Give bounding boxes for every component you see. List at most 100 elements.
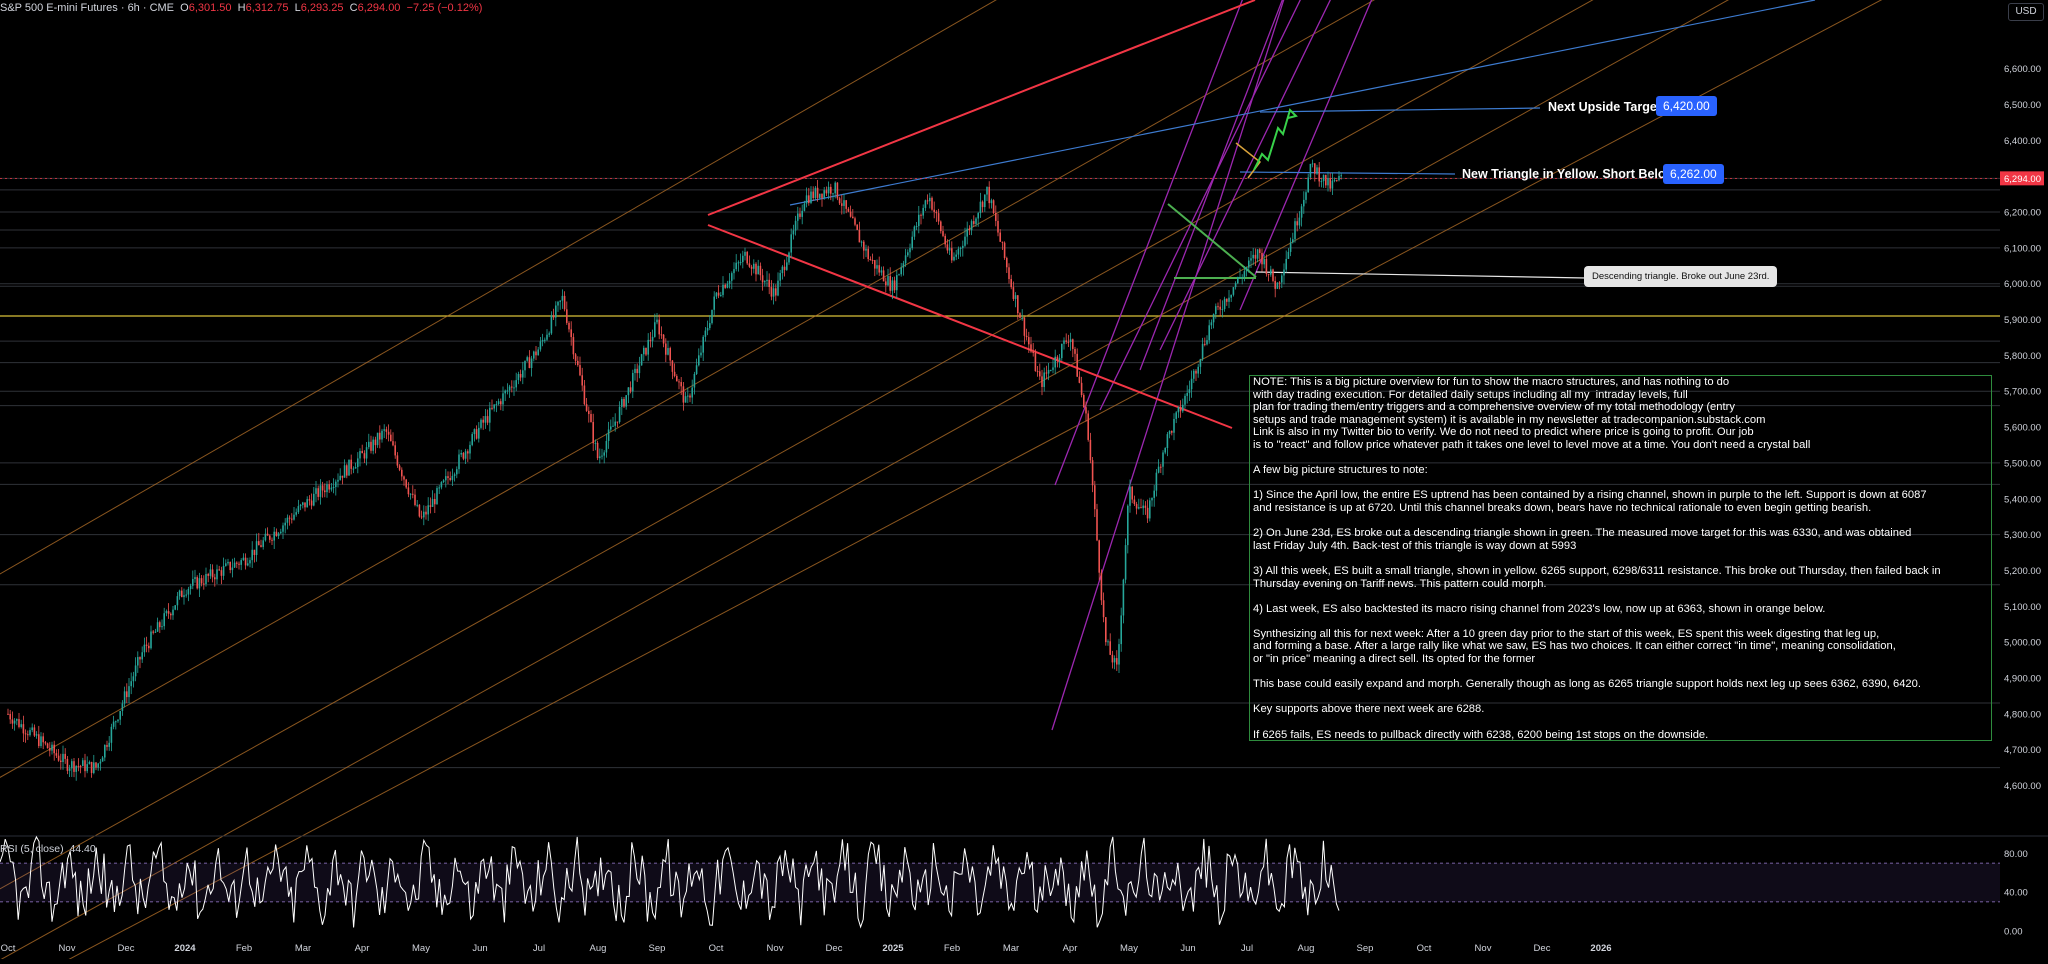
candle-body: [660, 334, 663, 336]
candle-body: [643, 347, 645, 355]
time-tick-label: Sep: [649, 943, 666, 954]
candle-body: [453, 474, 456, 476]
candle-body: [1292, 239, 1294, 243]
candle-body: [1144, 505, 1147, 508]
candle-body: [585, 404, 588, 411]
candle-body: [519, 374, 522, 378]
price-tick-label: 5,500.00: [2004, 458, 2041, 469]
candle-body: [1094, 485, 1096, 510]
green-triangle-upper: [1167, 203, 1257, 278]
candle-body: [383, 429, 385, 431]
candle-body: [977, 213, 979, 219]
candle-body: [49, 748, 51, 751]
candle-body: [667, 348, 669, 355]
candle-body: [665, 343, 667, 355]
candle-body: [915, 226, 918, 228]
candle-body: [238, 563, 240, 565]
candle-body: [1173, 418, 1175, 433]
candle-body: [783, 266, 786, 270]
time-tick-label: Dec: [826, 943, 843, 954]
candle-body: [209, 569, 212, 576]
candle-body: [427, 505, 429, 515]
candle-body: [680, 382, 682, 387]
candle-body: [189, 585, 192, 589]
candle-body: [462, 452, 465, 459]
time-tick-label: Mar: [295, 943, 311, 954]
candle-body: [203, 583, 205, 585]
candle-body: [24, 733, 27, 735]
candle-body: [552, 315, 555, 318]
candle-body: [414, 494, 416, 506]
candle-body: [605, 440, 608, 453]
candle-body: [275, 531, 278, 537]
candle-body: [669, 348, 671, 361]
candle-body: [786, 262, 788, 270]
upside-target-badge: 6,420.00: [1656, 96, 1717, 116]
candle-body: [1283, 269, 1285, 276]
orange-channel-line-3: [0, 0, 1730, 961]
candle-body: [132, 676, 135, 682]
candle-body: [502, 393, 504, 405]
candle-body: [744, 251, 746, 256]
candle-body: [440, 482, 443, 488]
candle-body: [992, 200, 995, 213]
candle-body: [425, 511, 427, 515]
candle-body: [1003, 242, 1006, 258]
candle-body: [475, 429, 478, 439]
candle-body: [1065, 340, 1067, 342]
candle-body: [695, 365, 698, 374]
candle-body: [385, 429, 388, 432]
candle-body: [588, 410, 590, 415]
candle-body: [955, 254, 957, 257]
candle-body: [64, 753, 66, 759]
time-axis[interactable]: Oct Nov Dec 2024 Feb Mar Apr May Jun Jul Aug Sep Oct…: [1, 943, 1612, 954]
candle-body: [357, 458, 359, 468]
candle-body: [662, 334, 665, 344]
candle-body: [724, 284, 726, 288]
candle-body: [482, 419, 484, 423]
candle-body: [137, 657, 139, 666]
candle-body: [251, 549, 253, 561]
rsi-tick-label: 0.00: [2004, 927, 2023, 938]
candle-body: [282, 525, 284, 532]
candle-body: [757, 265, 759, 275]
candle-body: [574, 354, 577, 361]
candle-body: [350, 459, 352, 469]
candle-body: [524, 360, 526, 371]
candle-body: [409, 493, 412, 495]
candle-body: [640, 354, 643, 366]
candle-body: [1325, 174, 1327, 186]
candle-body: [95, 762, 97, 768]
candle-body: [772, 288, 775, 297]
candle-body: [1017, 295, 1019, 314]
candle-body: [194, 577, 196, 580]
low-value: 6,293.25: [300, 2, 344, 14]
triangle-short-badge: 6,262.00: [1663, 164, 1724, 184]
candle-body: [112, 721, 115, 727]
time-tick-label: 2024: [174, 943, 196, 954]
candle-body: [1008, 267, 1010, 280]
open-label: O: [180, 2, 189, 14]
price-axis[interactable]: 6,600.006,500.006,400.006,300.006,200.00…: [0, 64, 2044, 792]
blue-resistance-line: [789, 0, 1816, 206]
candle-body: [748, 263, 751, 267]
candle-body: [291, 518, 293, 520]
open-value: 6,301.50: [188, 2, 232, 14]
candle-body: [779, 273, 781, 281]
candle-body: [1142, 505, 1144, 509]
candle-body: [324, 490, 326, 493]
price-candles: [7, 159, 1342, 781]
candle-body: [1320, 181, 1323, 183]
candle-body: [1166, 434, 1169, 449]
descending-triangle-callout: Descending triangle. Broke out June 23rd…: [1584, 266, 1778, 287]
candle-body: [35, 734, 38, 736]
orange-channel-line-1: [0, 0, 1375, 778]
candle-body: [418, 504, 421, 517]
currency-button[interactable]: USD: [2008, 3, 2044, 21]
candle-body: [1276, 282, 1279, 289]
candle-body: [1155, 472, 1158, 491]
candle-body: [968, 228, 971, 231]
candle-body: [1036, 371, 1039, 373]
